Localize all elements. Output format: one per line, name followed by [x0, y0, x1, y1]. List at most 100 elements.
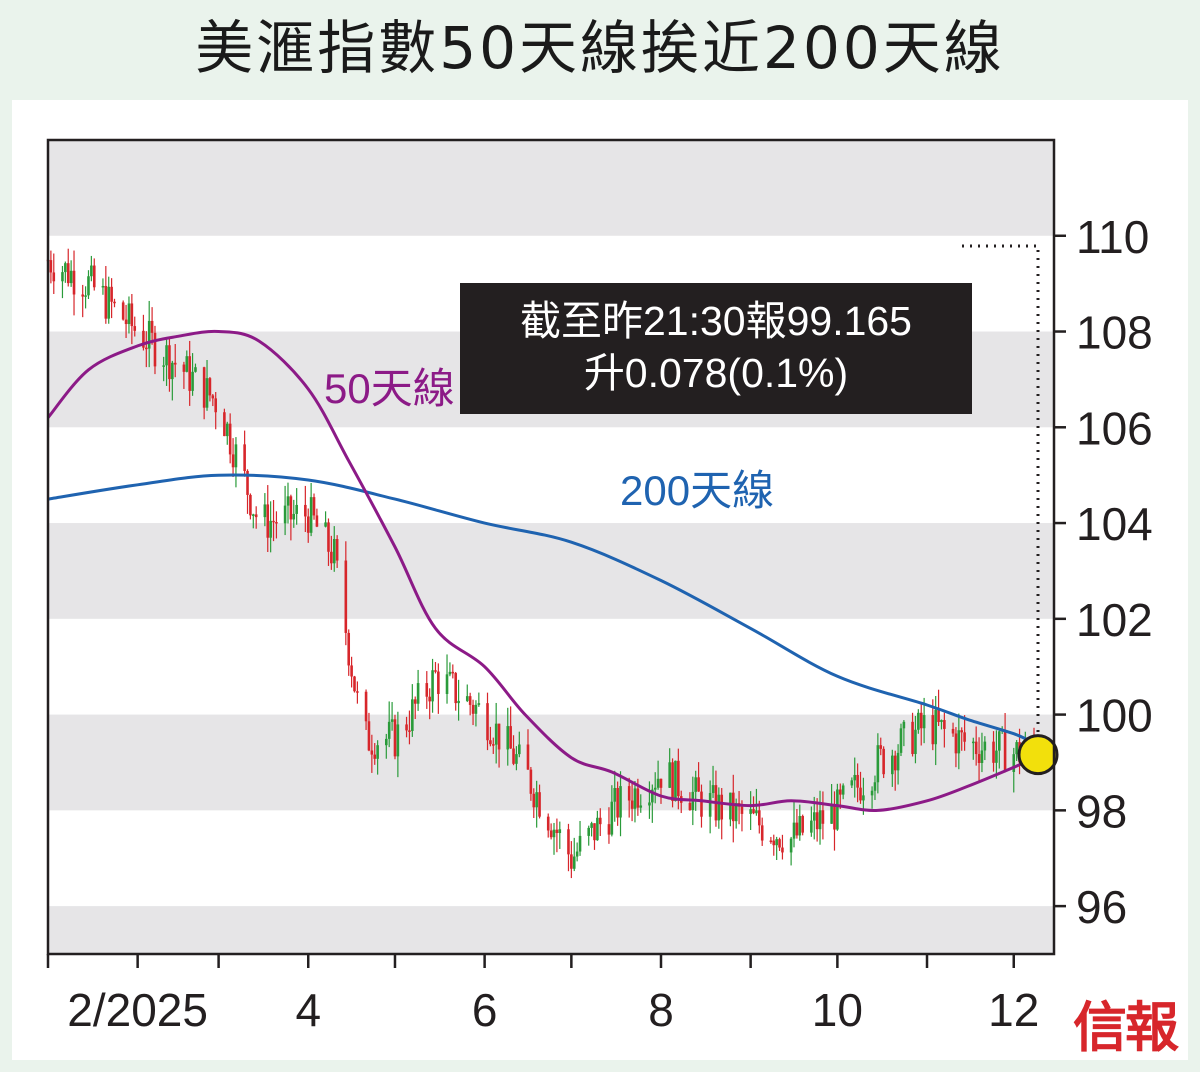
candle-body — [639, 805, 643, 808]
candle-body — [205, 378, 209, 408]
candle-body — [758, 810, 761, 826]
candle-body — [914, 729, 917, 755]
candle-body — [90, 265, 93, 277]
chart-canvas: 2/2025 4 6 8 10 12 96 98 100 102 104 106 108 110 50天… — [46, 138, 1153, 1036]
candle-body — [795, 822, 799, 836]
candle-body — [610, 801, 614, 835]
y-axis: 96 98 100 102 104 106 108 110 — [1054, 211, 1153, 933]
candle-body — [538, 792, 541, 817]
candle-body — [471, 704, 475, 714]
candle-body — [778, 839, 781, 848]
candle-body — [110, 286, 113, 302]
candle-body — [81, 294, 84, 297]
callout-line-1: 截至昨21:30報99.165 — [519, 298, 912, 344]
candle-body — [272, 520, 275, 523]
candle-body — [749, 809, 752, 814]
candle-body — [373, 754, 377, 759]
candle-body — [841, 785, 845, 795]
candle-body — [859, 787, 862, 801]
y-tick-label: 106 — [1076, 402, 1153, 454]
candle-body — [130, 303, 134, 327]
candle-body — [934, 709, 937, 745]
candle-body — [104, 285, 108, 319]
candle-body — [506, 726, 510, 750]
candle-body — [960, 730, 964, 733]
candle-body — [593, 823, 596, 841]
candle-body — [616, 788, 619, 818]
x-tick-label: 2/2025 — [67, 984, 208, 1036]
candle-body — [619, 786, 622, 818]
candle-body — [61, 272, 64, 282]
candle-body — [356, 691, 359, 693]
candle-body — [497, 723, 501, 750]
grid-bands — [48, 140, 1054, 954]
plot-frame — [46, 138, 1056, 956]
candle-body — [1012, 754, 1016, 772]
candle-body — [995, 750, 998, 763]
candle-body — [431, 670, 434, 702]
candle-body — [162, 365, 165, 367]
candle-body — [350, 665, 353, 677]
candle-body — [613, 788, 617, 802]
candle-body — [223, 412, 226, 437]
candle-body — [980, 750, 984, 763]
candle-body — [191, 371, 194, 391]
candle-body — [575, 851, 579, 857]
candle-body — [208, 378, 212, 396]
candle-body — [856, 774, 859, 788]
x-tick-label: 8 — [648, 984, 674, 1036]
candle-body — [567, 829, 570, 855]
candle-body — [133, 326, 137, 331]
candle-body — [789, 838, 793, 853]
candle-body — [376, 745, 379, 759]
candle-body — [425, 683, 429, 697]
candle-body — [954, 733, 958, 754]
candle-body — [951, 728, 955, 734]
candle-body — [393, 719, 397, 757]
candle-body — [937, 709, 940, 723]
candle-body — [92, 265, 96, 288]
candle-body — [335, 539, 339, 561]
candle-body — [535, 792, 538, 808]
candle-body — [671, 762, 674, 802]
candle-body — [225, 423, 229, 437]
candle-body — [370, 750, 374, 755]
candle-body — [494, 723, 498, 745]
candle-body — [911, 721, 914, 755]
candle-body — [850, 780, 854, 786]
candle-body — [775, 839, 778, 846]
candle-body — [633, 788, 637, 809]
candle-body — [891, 755, 894, 775]
candle-body — [833, 805, 836, 830]
candle-body — [283, 505, 287, 524]
candle-body — [917, 712, 920, 730]
y-tick-label: 100 — [1076, 690, 1153, 742]
candle-body — [286, 496, 290, 506]
candle-body — [52, 272, 56, 282]
candle-body — [64, 263, 67, 273]
candle-body — [893, 755, 897, 771]
candle-body — [879, 745, 883, 749]
ma200-label: 200天線 — [620, 467, 774, 514]
candle-body — [309, 497, 313, 533]
hkej-logo: 信報 — [1073, 995, 1179, 1059]
candle-body — [145, 347, 148, 350]
candle-body — [896, 752, 900, 771]
candle-body — [922, 715, 926, 729]
candle-body — [468, 696, 472, 705]
candle-body — [659, 778, 663, 788]
candle-body — [413, 699, 417, 704]
candle-body — [552, 829, 556, 838]
candle-body — [919, 712, 923, 729]
candle-body — [202, 367, 206, 408]
candle-body — [688, 802, 692, 811]
candle-body — [416, 683, 420, 704]
candle-body — [295, 504, 298, 514]
candle-body — [408, 730, 411, 732]
candle-body — [943, 720, 946, 729]
candle-body — [445, 674, 449, 694]
candle-body — [555, 829, 559, 834]
candle-body — [465, 696, 469, 701]
candle-body — [344, 560, 348, 633]
candle-body — [353, 676, 356, 692]
